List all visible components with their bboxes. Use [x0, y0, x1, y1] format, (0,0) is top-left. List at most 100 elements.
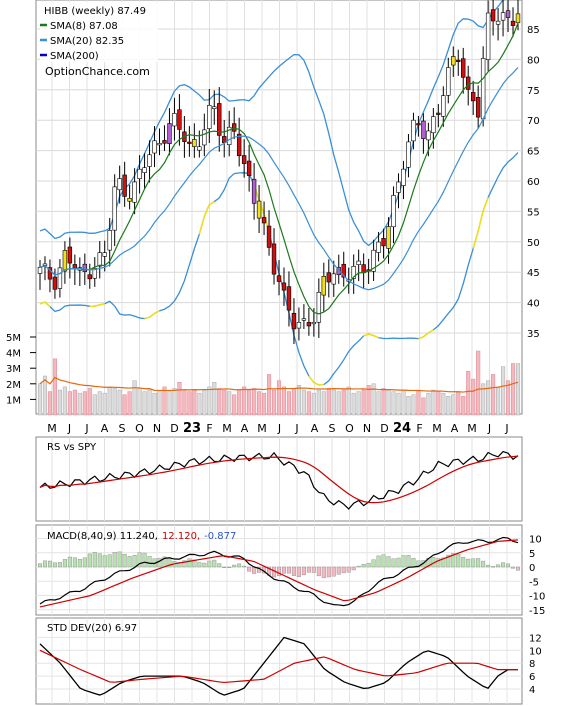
std-tick-label: 4: [529, 685, 535, 696]
candle-body: [217, 103, 222, 136]
volume-bar: [401, 389, 406, 416]
macd-histogram-bar: [222, 566, 227, 569]
candle-body: [122, 174, 127, 197]
x-tick-label: O: [345, 422, 354, 435]
candle-body: [296, 322, 302, 329]
candle-body: [266, 225, 272, 248]
candle-body: [475, 97, 481, 118]
band-highlight: [39, 301, 46, 305]
volume-bar: [252, 388, 257, 416]
macd-histogram-bar: [157, 557, 162, 568]
volume-bar: [501, 366, 506, 416]
macd-histogram-bar: [252, 566, 257, 574]
macd-histogram-bar: [207, 560, 212, 568]
macd-histogram-bar: [62, 559, 67, 568]
volume-bar: [172, 388, 177, 416]
macd-tick-label: 5: [529, 549, 535, 560]
macd-tick-label: -10: [529, 592, 545, 603]
candle-body: [157, 143, 162, 146]
price-tick-label: 70: [527, 116, 540, 127]
candle-body: [72, 264, 78, 269]
macd-histogram-bar: [52, 562, 57, 568]
macd-histogram-bar: [336, 566, 341, 575]
volume-bar: [451, 394, 456, 416]
macd-histogram-bar: [441, 557, 446, 568]
macd-histogram-bar: [142, 552, 147, 568]
macd-value-hist: -0.877: [204, 531, 236, 542]
volume-bar: [471, 378, 476, 416]
candle-body: [500, 12, 506, 21]
macd-line: [39, 536, 519, 607]
candle-body: [227, 126, 232, 145]
std-grid: [36, 618, 522, 704]
candle-body: [142, 167, 147, 173]
std-tick-label: 8: [529, 659, 535, 670]
x-tick-label: S: [329, 422, 336, 435]
volume-bar: [346, 386, 351, 416]
candle-body: [112, 186, 117, 231]
x-axis: M J J A S O N D 23 F M A M J J A S O N D 24 F M A M J J: [47, 421, 508, 436]
band-highlight: [198, 216, 206, 235]
macd-histogram-bar: [72, 557, 77, 568]
macd-histogram-bar: [97, 553, 102, 568]
candle-body: [92, 268, 97, 279]
x-tick-label: N: [363, 422, 371, 435]
x-tick-label: M: [222, 422, 232, 435]
macd-histogram-bar: [47, 560, 52, 568]
band-highlight: [99, 302, 105, 306]
macd-histogram-bar: [306, 566, 311, 573]
macd-histogram-bar: [117, 551, 122, 568]
volume-bar: [232, 394, 237, 416]
candle-body: [336, 267, 341, 275]
candle-body: [456, 59, 461, 62]
band-highlight: [422, 332, 429, 338]
volume-bar: [152, 392, 157, 416]
volume-bar: [276, 380, 282, 416]
volume-bar: [212, 381, 217, 416]
volume-bar: [187, 391, 192, 416]
volume-bar: [67, 391, 72, 416]
band-highlight: [482, 197, 489, 212]
candle-body: [515, 13, 521, 24]
candle-body: [286, 286, 292, 311]
candle-body: [212, 106, 217, 109]
volume-bar: [266, 374, 272, 416]
candle-body: [311, 321, 317, 325]
candle-body: [451, 56, 456, 66]
volume-bar: [122, 394, 127, 416]
macd-histogram-bar: [361, 563, 366, 568]
volume-bar: [351, 392, 356, 416]
volume-bar: [132, 380, 137, 416]
candle-body: [485, 12, 491, 60]
volume-bar: [82, 391, 87, 416]
macd-label-main: MACD(8,40,9) 11.240,: [47, 531, 158, 542]
candle-body: [87, 274, 92, 280]
std-average-line: [39, 649, 518, 684]
volume-tick-label: 3M: [6, 364, 21, 375]
macd-histogram-bar: [242, 565, 247, 568]
band-highlight: [427, 329, 434, 334]
volume-bar: [177, 381, 182, 416]
candle-body: [411, 119, 416, 142]
volume-bar: [311, 392, 316, 416]
candle-body: [256, 200, 262, 219]
macd-histogram-bar: [301, 566, 306, 576]
macd-histogram-bar: [296, 566, 301, 577]
macd-tick-label: 10: [529, 535, 542, 546]
candle-body: [57, 267, 63, 289]
macd-histogram-bar: [281, 566, 286, 574]
macd-histogram-bar: [506, 563, 511, 568]
volume-bar: [431, 389, 436, 416]
volume-bar: [97, 391, 102, 416]
volume-bar: [321, 391, 326, 416]
x-tick-label: J: [277, 422, 281, 435]
volume-bar: [411, 394, 416, 416]
price-panel: HIBB (weekly) 87.49 SMA(8) 87.08 SMA(20) 8…: [6, 0, 540, 416]
volume-bar: [426, 392, 431, 416]
candle-body: [281, 282, 287, 291]
macd-histogram-bar: [132, 555, 137, 568]
candle-body: [137, 168, 142, 179]
macd-histogram-bar: [406, 555, 411, 568]
band-highlight: [373, 334, 379, 339]
